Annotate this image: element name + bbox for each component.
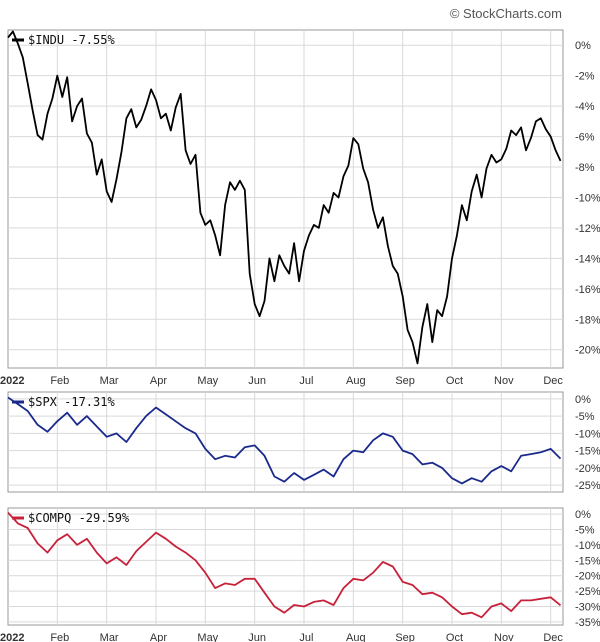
legend-label-compq: $COMPQ -29.59% — [28, 511, 130, 525]
x-tick-label-compq: Nov — [494, 632, 514, 642]
x-tick-label-indu: 2022 — [0, 375, 24, 387]
x-tick-label-indu: Apr — [150, 375, 167, 387]
y-tick-label-compq: 0% — [575, 509, 591, 521]
x-tick-label-compq: Sep — [395, 632, 415, 642]
y-tick-label-indu: -20% — [575, 345, 600, 357]
legend-label-indu: $INDU -7.55% — [28, 33, 115, 47]
y-tick-label-compq: -15% — [575, 555, 600, 567]
legend-label-spx: $SPX -17.31% — [28, 395, 115, 409]
panel-frame-compq — [7, 507, 564, 626]
x-tick-label-indu: Jul — [299, 375, 313, 387]
y-tick-label-compq: -10% — [575, 540, 600, 552]
panel-frame-spx — [7, 391, 564, 493]
x-tick-label-compq: Jun — [248, 632, 266, 642]
x-tick-label-indu: Aug — [346, 375, 366, 387]
y-tick-label-indu: -6% — [575, 132, 595, 144]
y-tick-label-indu: -18% — [575, 314, 600, 326]
stockcharts-watermark: © StockCharts.com — [449, 6, 562, 21]
y-tick-label-indu: -16% — [575, 284, 600, 296]
series-line-compq — [7, 511, 562, 619]
x-tick-label-compq: Apr — [150, 632, 167, 642]
x-tick-label-indu: Sep — [395, 375, 415, 387]
x-tick-label-compq: 2022 — [0, 632, 24, 642]
x-tick-label-compq: Oct — [446, 632, 463, 642]
y-tick-label-indu: -4% — [575, 101, 595, 113]
y-tick-label-spx: -5% — [575, 411, 595, 423]
y-tick-label-spx: -15% — [575, 446, 600, 458]
x-tick-label-indu: Feb — [50, 375, 69, 387]
series-line-indu — [7, 30, 562, 365]
y-tick-label-spx: -20% — [575, 463, 600, 475]
y-tick-label-compq: -35% — [575, 617, 600, 629]
y-tick-label-indu: -8% — [575, 162, 595, 174]
x-tick-label-compq: Dec — [543, 632, 563, 642]
x-tick-label-compq: Mar — [100, 632, 119, 642]
x-tick-label-indu: Mar — [100, 375, 119, 387]
y-tick-label-indu: -12% — [575, 223, 600, 235]
x-tick-label-indu: Oct — [446, 375, 463, 387]
y-tick-label-compq: -20% — [575, 571, 600, 583]
x-tick-label-compq: Jul — [299, 632, 313, 642]
y-tick-label-spx: -25% — [575, 480, 600, 492]
x-tick-label-indu: Dec — [543, 375, 563, 387]
y-tick-label-spx: 0% — [575, 394, 591, 406]
y-tick-label-compq: -25% — [575, 586, 600, 598]
x-tick-label-indu: Nov — [494, 375, 514, 387]
y-tick-label-indu: -10% — [575, 192, 600, 204]
x-tick-label-indu: May — [197, 375, 218, 387]
y-tick-label-indu: -2% — [575, 71, 595, 83]
series-line-spx — [7, 396, 562, 485]
y-tick-label-indu: -14% — [575, 253, 600, 265]
panel-frame-indu — [7, 29, 564, 369]
y-tick-label-indu: 0% — [575, 40, 591, 52]
y-tick-label-compq: -5% — [575, 525, 595, 537]
x-tick-label-indu: Jun — [248, 375, 266, 387]
y-tick-label-spx: -10% — [575, 428, 600, 440]
y-tick-label-compq: -30% — [575, 602, 600, 614]
x-tick-label-compq: Feb — [50, 632, 69, 642]
x-tick-label-compq: May — [197, 632, 218, 642]
x-tick-label-compq: Aug — [346, 632, 366, 642]
